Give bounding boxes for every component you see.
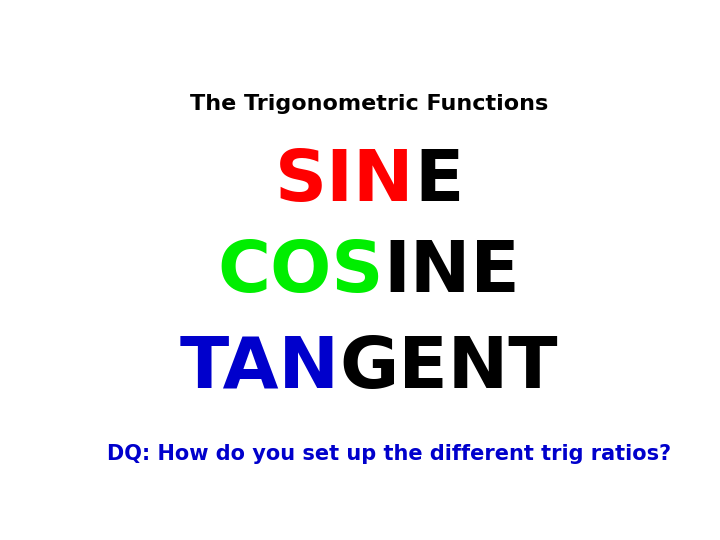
Text: SIN: SIN [274,147,414,215]
Text: INE: INE [384,238,521,307]
Text: TAN: TAN [180,334,340,403]
Text: DQ: How do you set up the different trig ratios?: DQ: How do you set up the different trig… [107,444,671,464]
Text: The Trigonometric Functions: The Trigonometric Functions [190,94,548,114]
Text: E: E [414,147,464,215]
Text: GENT: GENT [340,334,558,403]
Text: COS: COS [217,238,384,307]
